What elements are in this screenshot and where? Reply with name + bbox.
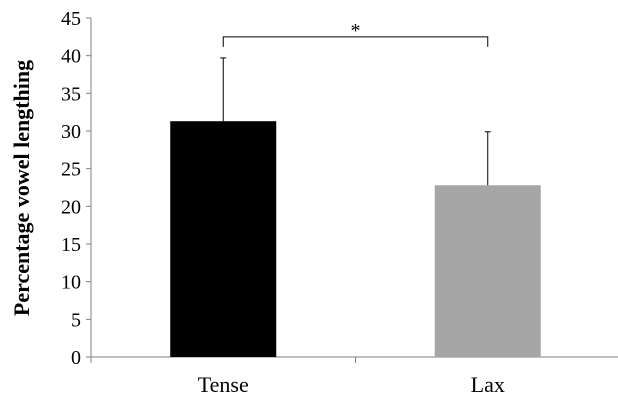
significance-marker: *: [351, 20, 361, 42]
y-tick-label: 40: [61, 46, 81, 68]
axes: 0 5 10 15 20 25 30 35 40 45 Tense Lax: [61, 8, 618, 397]
x-tick-label-lax: Lax: [471, 372, 505, 397]
significance-bracket: *: [222, 20, 489, 47]
bar-tense: [170, 121, 277, 357]
y-tick-label: 0: [71, 347, 81, 369]
bracket-line: [222, 36, 489, 47]
x-tick-label-tense: Tense: [198, 372, 249, 397]
y-tick-label: 30: [61, 121, 81, 143]
bar-lax: [434, 185, 541, 357]
y-axis-label: Percentage vowel lengthing: [9, 60, 34, 316]
bars: [170, 121, 541, 357]
y-tick-label: 10: [61, 272, 81, 294]
y-tick-label: 20: [61, 196, 81, 218]
y-tick-label: 25: [61, 159, 81, 181]
y-tick-label: 35: [61, 83, 81, 105]
y-tick-label: 15: [61, 234, 81, 256]
error-bars: [220, 57, 491, 186]
y-tick-label: 5: [71, 309, 81, 331]
y-tick-label: 45: [61, 8, 81, 30]
